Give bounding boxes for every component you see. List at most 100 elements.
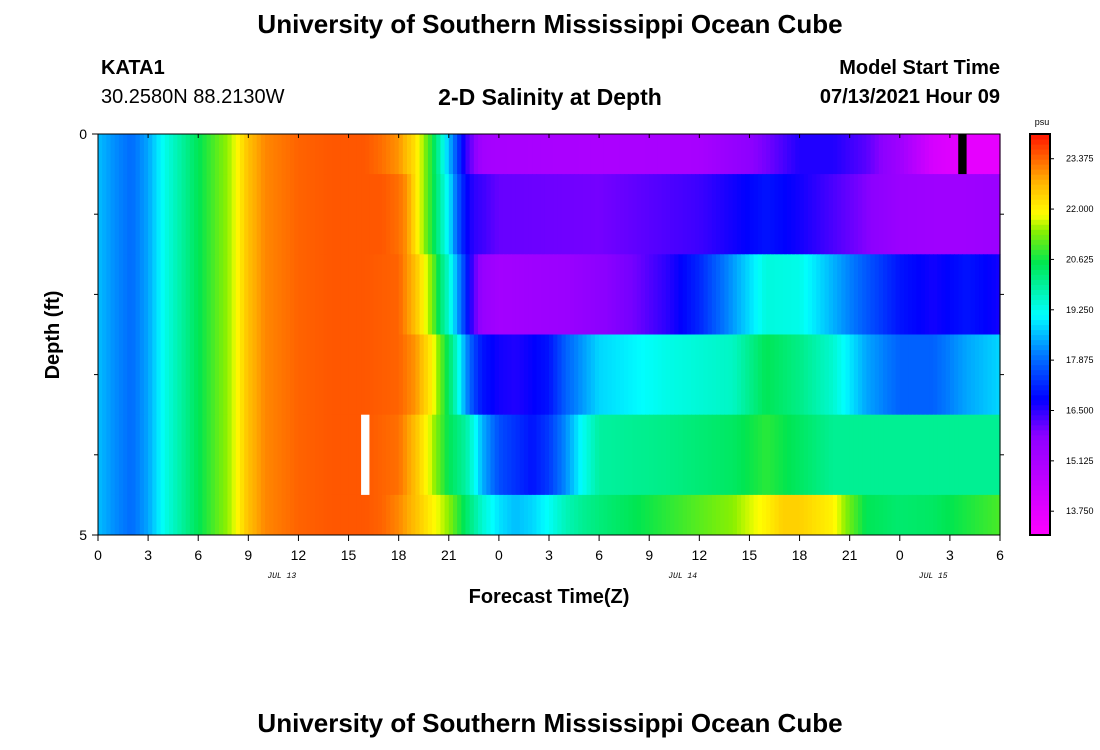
x-tick-label: 15: [341, 547, 357, 563]
heatmap-cell: [949, 254, 955, 335]
heatmap-cell: [540, 334, 546, 416]
heatmap-cell: [519, 494, 525, 536]
heatmap-cell: [832, 494, 838, 536]
heatmap-cell: [118, 174, 124, 255]
heatmap-cell: [619, 414, 625, 496]
heatmap-cell: [849, 254, 855, 335]
heatmap-cell: [356, 334, 362, 416]
heatmap-cell: [933, 494, 938, 536]
heatmap-cell: [160, 414, 166, 496]
heatmap-cell: [603, 254, 609, 335]
heatmap-cell: [143, 494, 149, 536]
heatmap-cell: [265, 174, 270, 255]
heatmap-cell: [632, 254, 638, 335]
heatmap-cell: [536, 414, 542, 496]
heatmap-cell: [791, 494, 796, 536]
heatmap-cell: [870, 134, 876, 175]
heatmap-cell: [657, 494, 663, 536]
heatmap-cell: [766, 174, 771, 255]
heatmap-cell: [494, 414, 500, 496]
heatmap-cell: [686, 174, 692, 255]
heatmap-cell: [874, 334, 880, 416]
heatmap-cell: [536, 174, 542, 255]
heatmap-cell: [795, 414, 801, 496]
heatmap-cell: [214, 414, 220, 496]
heatmap-cell: [732, 254, 738, 335]
heatmap-cell: [160, 174, 166, 255]
heatmap-cell: [574, 254, 579, 335]
colorbar-segment: [1030, 279, 1050, 285]
heatmap-cell: [883, 254, 888, 335]
heatmap-cell: [239, 414, 245, 496]
heatmap-cell: [402, 174, 408, 255]
heatmap-cell: [887, 494, 893, 536]
heatmap-cell: [812, 134, 817, 175]
heatmap-cell: [507, 254, 513, 335]
heatmap-cell: [227, 134, 233, 175]
heatmap-cell: [148, 334, 153, 416]
heatmap-cell: [603, 414, 609, 496]
heatmap-cell: [958, 334, 964, 416]
heatmap-cell: [294, 494, 300, 536]
heatmap-cell: [423, 414, 429, 496]
heatmap-cell: [736, 174, 742, 255]
heatmap-cell: [194, 174, 199, 255]
heatmap-cell: [632, 414, 638, 496]
heatmap-cell: [252, 334, 258, 416]
heatmap-cell: [457, 134, 462, 175]
heatmap-cell: [114, 254, 120, 335]
heatmap-cell: [561, 414, 567, 496]
heatmap-cell: [828, 134, 834, 175]
heatmap-cell: [561, 494, 567, 536]
heatmap-cell: [707, 334, 713, 416]
heatmap-cell: [941, 174, 947, 255]
colorbar-segment: [1030, 404, 1050, 411]
heatmap-cell: [494, 174, 500, 255]
heatmap-cell: [970, 254, 976, 335]
heatmap-cell: [344, 254, 350, 335]
colorbar-frame: [1029, 133, 1051, 536]
heatmap-cell: [803, 254, 809, 335]
heatmap-cell: [106, 414, 112, 496]
x-tick-label: 3: [144, 547, 152, 563]
heatmap-cell: [540, 254, 546, 335]
heatmap-cell: [590, 334, 596, 416]
heatmap-cell: [189, 254, 195, 335]
heatmap-cell: [181, 494, 187, 536]
heatmap-cell: [866, 134, 872, 175]
heatmap-cell: [494, 334, 500, 416]
heatmap-cell: [114, 414, 120, 496]
model-start-value: 07/13/2021 Hour 09: [819, 86, 1000, 108]
heatmap-cell: [640, 254, 646, 335]
heatmap-cell: [110, 334, 116, 416]
colorbar-segment: [1030, 144, 1050, 150]
heatmap-cell: [565, 174, 571, 255]
heatmap-cell: [699, 334, 705, 416]
heatmap-cell: [432, 134, 437, 175]
heatmap-cell: [185, 134, 191, 175]
heatmap-cell: [841, 494, 847, 536]
heatmap-cell: [340, 494, 345, 536]
heatmap-cell: [181, 254, 187, 335]
heatmap-cell: [265, 134, 270, 175]
page-title: University of Southern Mississippi Ocean…: [257, 9, 843, 39]
heatmap-cell: [490, 134, 496, 175]
heatmap-cell: [887, 414, 893, 496]
colorbar-segment: [1030, 379, 1050, 386]
heatmap-cell: [720, 494, 725, 536]
colorbar-segment: [1030, 249, 1050, 255]
heatmap-cell: [285, 254, 291, 335]
heatmap-cell: [653, 414, 659, 496]
heatmap-cell: [970, 174, 976, 255]
heatmap-cell: [469, 334, 475, 416]
heatmap-cell: [427, 414, 433, 496]
heatmap-cell: [995, 254, 1001, 335]
heatmap-cell: [828, 174, 834, 255]
heatmap-cell: [528, 134, 533, 175]
heatmap-cell: [670, 334, 675, 416]
heatmap-cell: [239, 494, 245, 536]
heatmap-cell: [164, 494, 170, 536]
heatmap-cell: [444, 174, 450, 255]
heatmap-cell: [168, 494, 174, 536]
heatmap-cell: [636, 134, 642, 175]
